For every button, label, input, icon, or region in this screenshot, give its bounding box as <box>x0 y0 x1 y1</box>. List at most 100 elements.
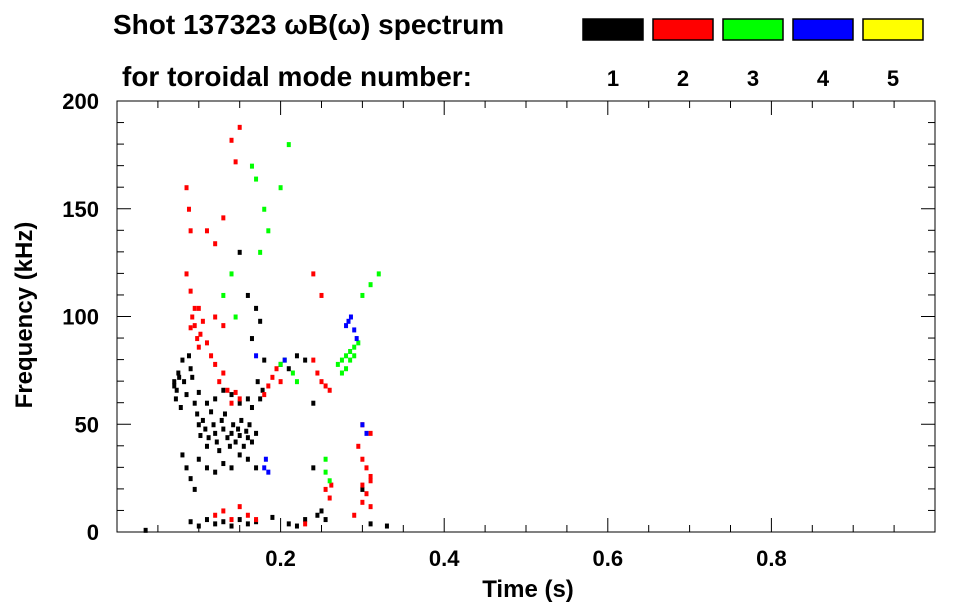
data-point-mode-3 <box>294 379 299 385</box>
y-tick-label: 50 <box>75 412 99 437</box>
data-point-mode-2 <box>192 323 197 329</box>
data-point-mode-1 <box>214 439 219 445</box>
data-point-mode-3 <box>290 370 295 376</box>
data-point-mode-1 <box>239 417 244 423</box>
data-point-mode-1 <box>311 400 316 406</box>
chart-subtitle: for toroidal mode number: <box>122 61 472 92</box>
data-point-mode-3 <box>249 163 254 169</box>
data-point-mode-3 <box>356 340 361 346</box>
data-point-mode-1 <box>258 318 263 324</box>
data-point-mode-2 <box>196 344 201 350</box>
data-point-mode-1 <box>196 456 201 462</box>
data-point-mode-2 <box>360 482 365 488</box>
data-point-mode-1 <box>270 514 275 520</box>
data-point-mode-1 <box>206 435 211 441</box>
data-point-mode-3 <box>339 357 344 363</box>
data-point-mode-2 <box>221 508 226 514</box>
data-point-mode-2 <box>368 473 373 479</box>
data-point-mode-2 <box>213 361 218 367</box>
data-point-mode-3 <box>348 357 353 363</box>
data-point-mode-1 <box>229 523 234 529</box>
data-point-mode-1 <box>249 336 254 342</box>
data-point-mode-1 <box>245 456 250 462</box>
data-point-mode-1 <box>188 519 193 525</box>
data-point-mode-2 <box>217 379 222 385</box>
data-point-mode-3 <box>348 348 353 354</box>
data-point-mode-1 <box>237 452 242 458</box>
data-point-mode-3 <box>229 271 234 277</box>
data-point-mode-1 <box>262 357 267 363</box>
data-point-mode-2 <box>229 137 234 143</box>
x-tick-label: 0.2 <box>265 546 296 571</box>
data-point-mode-1 <box>258 396 263 402</box>
data-point-mode-3 <box>221 292 226 298</box>
data-point-mode-1 <box>177 374 182 380</box>
axes: 0.2 0.4 0.6 0.8 0 50 100 150 200 <box>62 89 936 571</box>
x-axis-label: Time (s) <box>482 576 574 603</box>
legend-label-5: 5 <box>887 66 899 91</box>
legend-swatch-1 <box>582 18 644 41</box>
data-point-mode-3 <box>258 249 263 255</box>
data-point-mode-1 <box>227 443 232 449</box>
data-point-mode-1 <box>180 357 185 363</box>
data-point-mode-1 <box>211 422 216 428</box>
data-point-mode-1 <box>384 523 389 529</box>
data-point-mode-1 <box>192 486 197 492</box>
data-point-mode-1 <box>213 469 218 475</box>
data-point-mode-1 <box>323 517 328 523</box>
data-point-mode-3 <box>323 456 328 462</box>
x-tick-label: 0.6 <box>593 546 624 571</box>
data-point-mode-1 <box>249 405 254 411</box>
data-point-mode-2 <box>319 379 324 385</box>
data-point-mode-2 <box>221 370 226 376</box>
data-point-mode-2 <box>188 228 193 234</box>
plot-frame <box>116 100 936 533</box>
data-point-mode-1 <box>178 405 183 411</box>
data-point-mode-2 <box>190 314 195 320</box>
data-point-mode-1 <box>247 422 252 428</box>
data-point-mode-1 <box>360 486 365 492</box>
data-point-mode-3 <box>368 282 373 288</box>
data-point-mode-1 <box>294 353 299 359</box>
data-point-mode-1 <box>303 357 308 363</box>
data-point-mode-3 <box>335 361 340 367</box>
data-point-mode-1 <box>213 430 218 436</box>
data-point-mode-3 <box>254 176 259 182</box>
data-point-mode-1 <box>368 521 373 527</box>
data-point-mode-1 <box>172 379 177 385</box>
data-point-mode-1 <box>180 452 185 458</box>
data-point-mode-2 <box>188 325 193 331</box>
data-point-mode-4 <box>364 430 369 436</box>
data-point-mode-2 <box>233 389 238 395</box>
legend-swatch-4 <box>792 18 854 41</box>
data-point-mode-1 <box>245 521 250 527</box>
data-point-mode-1 <box>254 305 259 311</box>
data-point-mode-1 <box>311 465 316 471</box>
data-point-mode-1 <box>255 379 260 385</box>
data-point-mode-1 <box>209 409 214 415</box>
data-point-mode-1 <box>303 517 308 523</box>
y-tick-label: 150 <box>62 197 99 222</box>
data-point-mode-2 <box>356 443 361 449</box>
data-point-mode-2 <box>188 288 193 294</box>
data-point-mode-2 <box>270 374 275 380</box>
data-point-mode-1 <box>244 428 249 434</box>
data-point-mode-4 <box>344 323 349 329</box>
data-point-mode-1 <box>173 396 178 402</box>
chart-title: Shot 137323 ωB(ω) spectrum <box>113 9 504 40</box>
data-point-mode-4 <box>360 422 365 428</box>
data-point-mode-2 <box>213 314 218 320</box>
data-point-mode-1 <box>204 400 209 406</box>
data-point-mode-1 <box>315 512 320 518</box>
data-point-mode-2 <box>229 400 234 406</box>
data-point-mode-2 <box>360 456 365 462</box>
data-point-mode-2 <box>186 206 191 212</box>
data-point-mode-3 <box>352 344 357 350</box>
data-point-mode-2 <box>237 504 242 510</box>
data-point-mode-4 <box>254 353 259 359</box>
data-point-mode-2 <box>311 271 316 277</box>
data-point-mode-1 <box>236 426 241 432</box>
data-point-mode-2 <box>204 228 209 234</box>
data-point-mode-1 <box>196 389 201 395</box>
data-point-mode-2 <box>233 159 238 165</box>
